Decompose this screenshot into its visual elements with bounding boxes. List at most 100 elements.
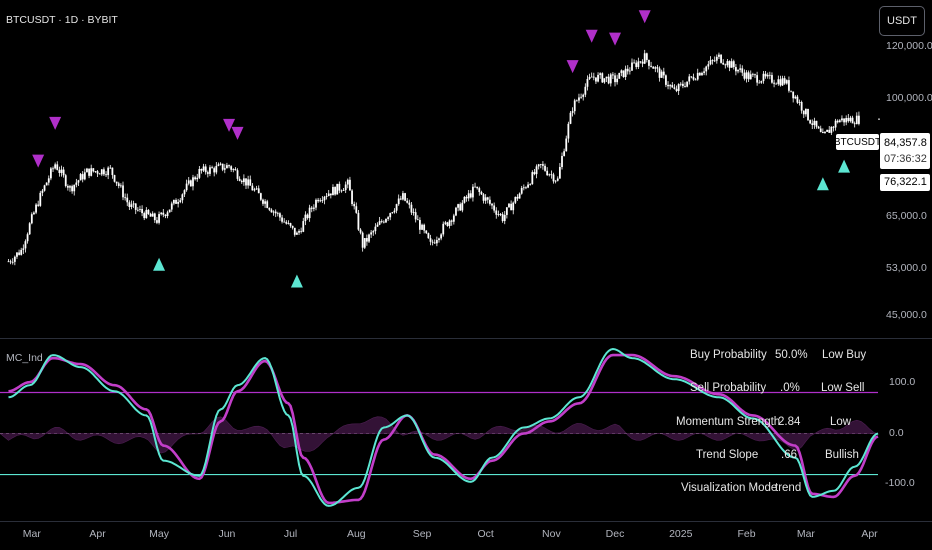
candle-body (743, 72, 746, 79)
time-axis-label: Feb (737, 528, 755, 540)
candle-body (472, 186, 474, 198)
candle-body (349, 179, 351, 191)
candle-body (830, 126, 833, 133)
candle-body (675, 88, 678, 91)
candle-body (372, 231, 375, 233)
candle-body (529, 184, 532, 185)
candle-body (83, 172, 86, 180)
candle-body (841, 118, 843, 121)
candle-body (435, 240, 438, 244)
candle-body (476, 186, 479, 189)
candle-body (798, 102, 801, 103)
candle-body (715, 56, 718, 61)
candle-body (459, 204, 462, 211)
candle-body (563, 151, 566, 156)
candle-body (486, 197, 489, 200)
candle-body (24, 241, 27, 249)
candle-body (819, 128, 822, 132)
candle-body (215, 165, 218, 173)
candle-body (741, 68, 744, 73)
candle-body (376, 224, 379, 227)
candle-body (28, 223, 31, 235)
candle-body (238, 178, 241, 181)
candle-body (446, 222, 449, 226)
candle-body (520, 188, 523, 194)
candle-body (192, 177, 194, 187)
time-axis-label: Oct (477, 528, 493, 540)
candle-body (537, 164, 540, 167)
price-tick: 100,000.0 (886, 92, 932, 104)
candle-body (783, 78, 786, 84)
candle-body (353, 204, 356, 207)
candle-body (828, 129, 831, 133)
candle-body (843, 118, 845, 123)
candle-body (730, 61, 733, 68)
candle-body (219, 163, 222, 165)
candle-body (739, 68, 742, 70)
candle-body (758, 82, 761, 84)
candle-body (681, 83, 684, 87)
candle-body (527, 184, 529, 188)
candle-body (442, 223, 445, 235)
candle-body (427, 233, 430, 239)
candle-body (665, 75, 667, 85)
indicator-tick: -100.0 (885, 477, 915, 489)
candle-body (359, 229, 362, 233)
last-price-tag: 84,357.8 07:36:32 (880, 133, 930, 169)
currency-button[interactable]: USDT (879, 6, 925, 36)
candle-body (735, 67, 737, 72)
candle-body (452, 215, 455, 222)
candle-body (669, 85, 672, 87)
candle-body (156, 220, 158, 223)
candle-body (448, 220, 451, 226)
indicator-tick: 0.0 (889, 427, 904, 439)
candle-body (126, 197, 129, 203)
candle-body (586, 78, 589, 87)
table-value-trend-slope: .66 (781, 449, 797, 461)
candle-body (274, 211, 277, 214)
candle-body (845, 118, 848, 123)
candle-body (705, 66, 708, 72)
candle-body (410, 204, 413, 213)
candle-body (728, 61, 731, 68)
candle-body (408, 202, 411, 205)
indicator-tick: 100.0 (889, 376, 916, 388)
candle-body (624, 68, 627, 78)
candle-body (531, 172, 534, 185)
candle-body (438, 238, 440, 241)
table-value-visualization-mode: trend (775, 482, 802, 494)
candle-body (22, 248, 25, 250)
candle-body (151, 213, 154, 217)
candle-body (223, 168, 226, 170)
candle-body (153, 213, 156, 221)
sell-signal-marker (231, 126, 244, 140)
candle-body (136, 209, 139, 211)
candle-body (183, 190, 186, 195)
candle-body (465, 196, 468, 199)
candle-body (406, 200, 409, 203)
candle-body (535, 166, 538, 175)
candle-body (658, 68, 661, 78)
candle-body (35, 204, 37, 213)
candle-body (542, 164, 544, 166)
candle-body (7, 261, 10, 263)
candle-body (143, 213, 146, 219)
candle-body (39, 192, 42, 206)
candle-body (325, 196, 328, 197)
candle-body (319, 200, 322, 202)
time-axis-label: May (149, 528, 170, 540)
price-tick: 53,000.0 (886, 262, 927, 274)
candle-body (580, 96, 582, 98)
candle-body (79, 174, 82, 181)
candle-body (302, 221, 305, 232)
candle-body (525, 187, 527, 189)
candle-body (601, 73, 604, 83)
time-axis-label: Apr (89, 528, 106, 540)
candle-body (533, 172, 536, 175)
candle-body (813, 120, 816, 125)
candle-body (834, 120, 837, 128)
candle-body (321, 200, 324, 202)
candle-body (141, 208, 143, 214)
candle-body (213, 168, 216, 173)
